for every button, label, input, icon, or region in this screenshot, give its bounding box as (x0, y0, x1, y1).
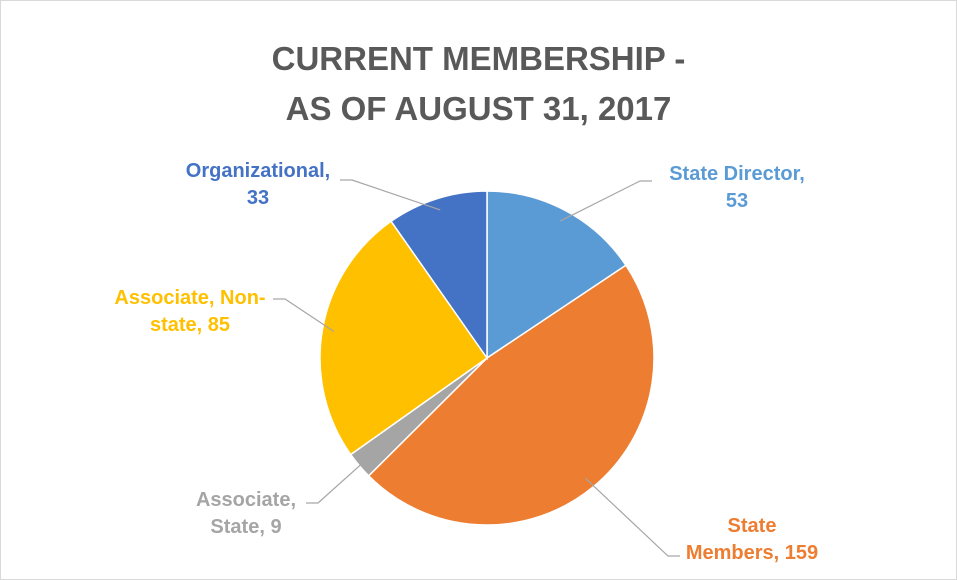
data-label: State Director, 53 (669, 163, 805, 212)
pie-slice (390, 190, 488, 361)
pie-slice (486, 190, 627, 360)
chart-title: CURRENT MEMBERSHIP - AS OF AUGUST 31, 20… (271, 40, 686, 127)
leader-line (559, 180, 652, 222)
data-label: Associate, Non- state, 85 (114, 287, 266, 336)
data-label: Organizational, 33 (185, 160, 331, 209)
data-label: Associate, State, 9 (195, 489, 297, 538)
leader-line (273, 298, 335, 333)
leader-line (340, 179, 441, 211)
pie-slice (319, 220, 489, 456)
leader-line (306, 457, 369, 504)
data-label: State Members, 159 (685, 515, 819, 564)
leader-line (584, 477, 680, 557)
pie-slice (367, 264, 655, 526)
